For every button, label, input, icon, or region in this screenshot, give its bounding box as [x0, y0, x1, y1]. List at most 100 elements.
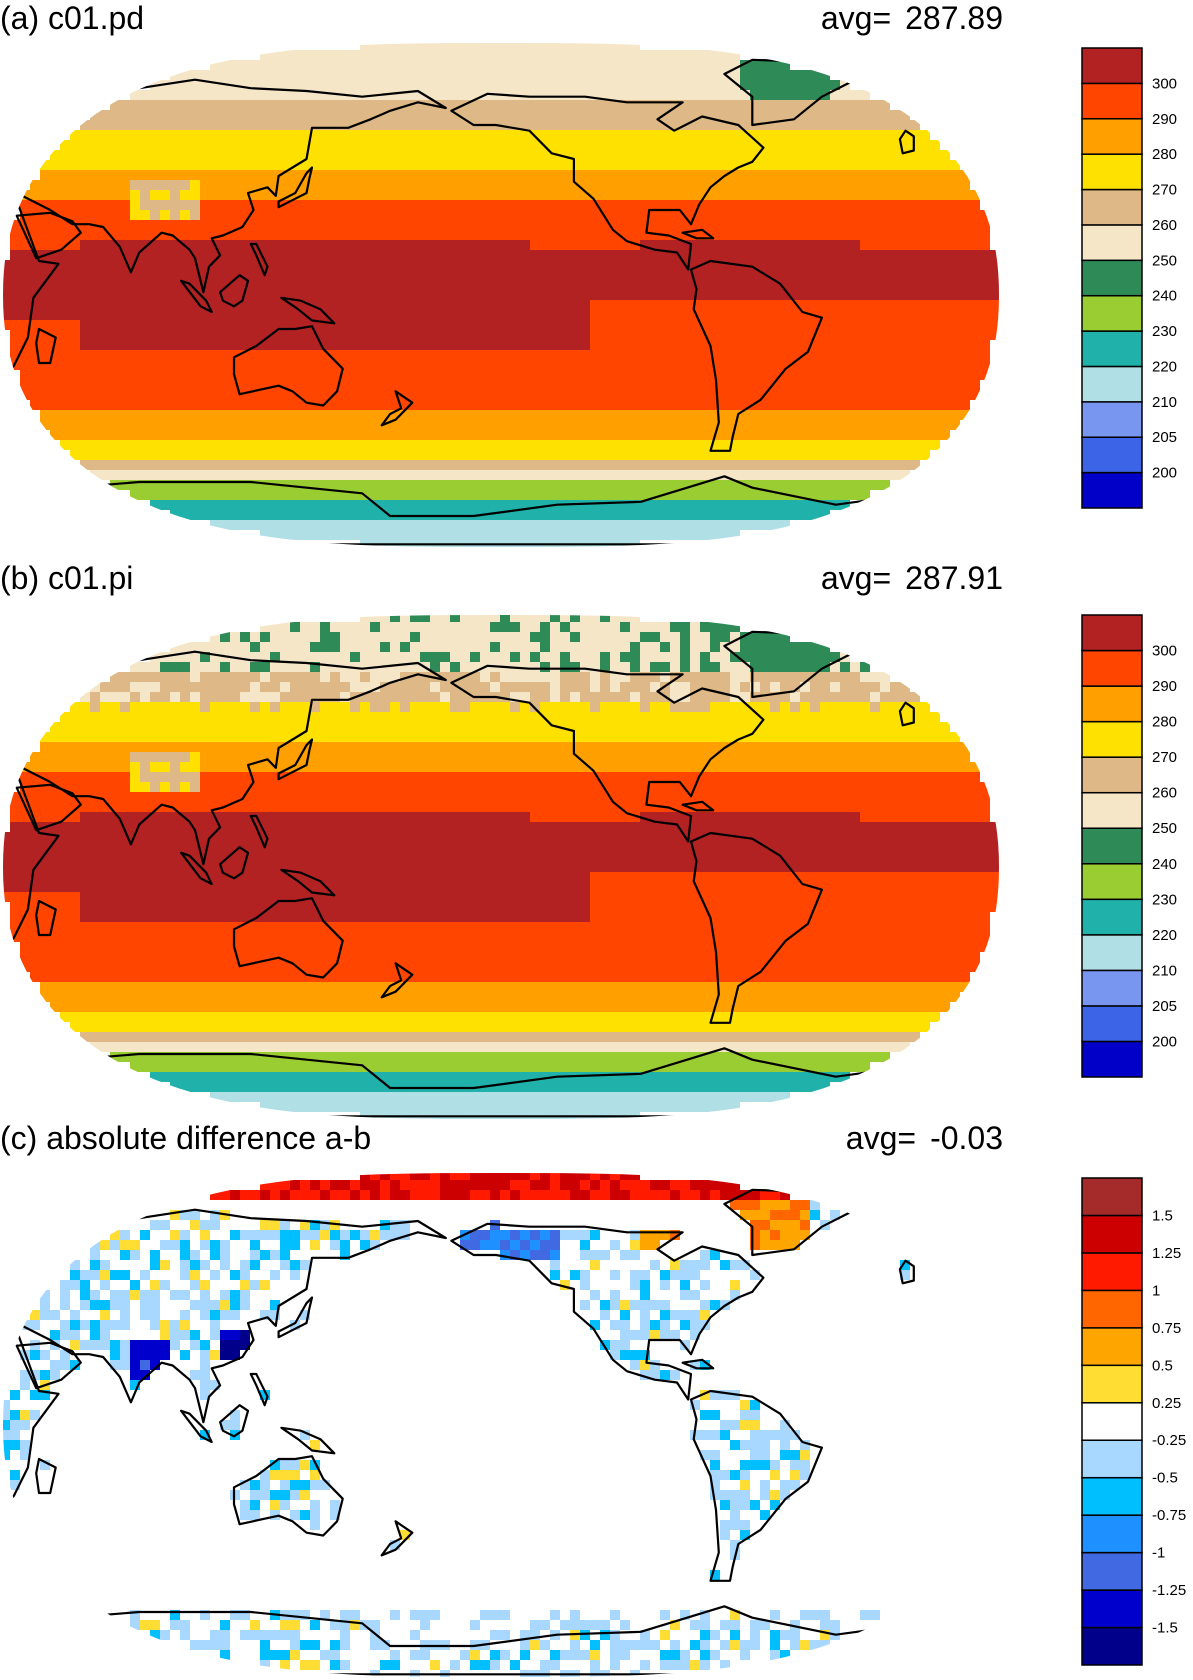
- colorbar-box: [1081, 82, 1143, 120]
- coastline: [3, 650, 447, 866]
- colorbar-box: [1081, 614, 1143, 652]
- colorbar: -1.5 -1.25 -1 -0.75 -0.5 -0.25 0.25 0.5 0.75 1 1.2…: [1081, 1177, 1186, 1666]
- colorbar-label: 280: [1152, 146, 1177, 163]
- colorbar: 200 205 210 220 230 240 250 260 270 280 290 300: [1081, 47, 1177, 509]
- colorbar-label: -0.5: [1152, 1470, 1178, 1487]
- field-level-4: [150, 1072, 850, 1092]
- coastline: [277, 166, 314, 209]
- panel-title: (b) c01.pi: [0, 560, 134, 596]
- field-level-0: [220, 1330, 250, 1360]
- coastline: [689, 831, 823, 1024]
- field-level-3: [210, 520, 790, 547]
- average-value: -0.03: [930, 1120, 1003, 1156]
- field-level-10: [210, 1173, 780, 1200]
- panel-title: (c) absolute difference a-b: [0, 1120, 372, 1156]
- colorbar-label: 250: [1152, 820, 1177, 837]
- colorbar-label: -1: [1152, 1545, 1165, 1562]
- map: [3, 615, 999, 1119]
- field-level-4: [150, 500, 850, 520]
- colorbar-box: [1081, 118, 1143, 155]
- colorbar-label: 1.25: [1152, 1245, 1181, 1262]
- colorbar-box: [1081, 1476, 1143, 1516]
- colorbar-label: 240: [1152, 856, 1177, 873]
- colorbar-label: 220: [1152, 927, 1177, 944]
- coastline: [249, 814, 269, 849]
- colorbar-box: [1081, 756, 1143, 794]
- coastline: [15, 783, 82, 832]
- field-level-11: [230, 1173, 790, 1200]
- coastline: [180, 1409, 213, 1444]
- coastline: [15, 1341, 82, 1390]
- field-level-11: [3, 772, 999, 982]
- colorbar-box: [1081, 1439, 1143, 1479]
- coastline: [219, 846, 250, 880]
- field-level-12: [3, 240, 999, 350]
- colorbar-label: -0.75: [1152, 1507, 1186, 1524]
- colorbar-label: 1.5: [1152, 1207, 1173, 1224]
- colorbar-box: [1081, 259, 1143, 297]
- colorbar-label: 270: [1152, 182, 1177, 199]
- colorbar-box: [1081, 685, 1143, 723]
- coastline: [450, 1222, 765, 1401]
- colorbar-label: 210: [1152, 962, 1177, 979]
- field-level-9: [40, 702, 960, 1032]
- coastline: [898, 129, 915, 155]
- colorbar-label: 300: [1152, 643, 1177, 660]
- field-level-6: [3, 1200, 999, 1677]
- colorbar-box: [1081, 898, 1143, 936]
- coastline: [380, 962, 414, 999]
- field-level-11: [3, 200, 999, 410]
- colorbar-label: 230: [1152, 323, 1177, 340]
- colorbar-box: [1081, 791, 1143, 829]
- coastline: [232, 325, 344, 407]
- coastline: [450, 664, 765, 843]
- colorbar-label: 290: [1152, 678, 1177, 695]
- field-level-9: [40, 130, 960, 460]
- coastline: [35, 899, 57, 937]
- coastline: [898, 701, 915, 727]
- map: [3, 43, 999, 547]
- coastline: [689, 1389, 823, 1582]
- colorbar-label: 220: [1152, 358, 1177, 375]
- average-label: avg=: [845, 1120, 917, 1156]
- coastline: [3, 1605, 999, 1676]
- average-value: 287.89: [905, 0, 1003, 36]
- panel-average: avg= -0.03: [846, 1120, 1003, 1156]
- coastline: [898, 1259, 915, 1285]
- coastline: [219, 274, 250, 308]
- colorbar-box: [1081, 436, 1143, 474]
- coastline: [3, 763, 60, 954]
- colorbar-label: 1: [1152, 1282, 1160, 1299]
- coastline: [380, 1520, 414, 1557]
- colorbar-box: [1081, 188, 1143, 226]
- colorbar-box: [1081, 1289, 1143, 1329]
- colorbar-label: 200: [1152, 465, 1177, 482]
- coastline: [219, 1404, 250, 1438]
- coastline: [681, 1358, 715, 1370]
- coastline: [280, 1426, 336, 1455]
- panel-3: (c) absolute difference a-b avg= -0.03 -1.5…: [0, 1120, 1193, 1677]
- colorbar-box: [1081, 863, 1143, 901]
- coastline: [277, 738, 314, 781]
- colorbar-box: [1081, 330, 1143, 368]
- colorbar-box: [1081, 365, 1143, 403]
- colorbar-box: [1081, 1364, 1143, 1404]
- colorbar-box: [1081, 1551, 1143, 1591]
- colorbar-label: 260: [1152, 785, 1177, 802]
- colorbar-box: [1081, 934, 1143, 972]
- colorbar-box: [1081, 153, 1143, 191]
- colorbar-box: [1081, 294, 1143, 332]
- coastline: [277, 1296, 314, 1339]
- colorbar-box: [1081, 1040, 1143, 1078]
- coastline: [681, 228, 715, 240]
- average-label: avg=: [820, 560, 892, 596]
- field-level-12: [3, 812, 999, 922]
- coastline: [3, 78, 447, 294]
- colorbar-label: 0.75: [1152, 1320, 1181, 1337]
- colorbar-box: [1081, 401, 1143, 438]
- coastline: [3, 1047, 999, 1118]
- coastline: [3, 191, 60, 382]
- coastline: [35, 1457, 57, 1495]
- colorbar-label: 205: [1152, 998, 1177, 1015]
- panel-average: avg= 287.91: [821, 560, 1003, 596]
